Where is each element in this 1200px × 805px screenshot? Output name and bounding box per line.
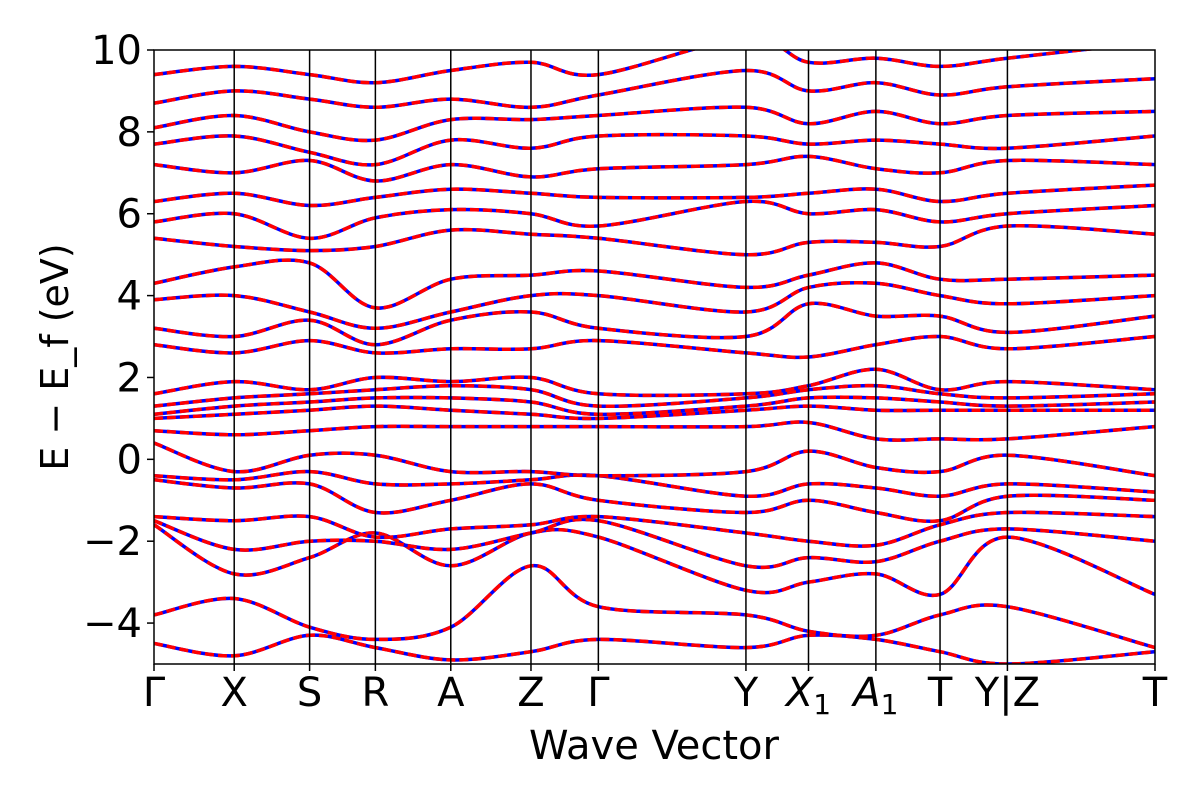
band-line-dashed bbox=[154, 383, 1155, 409]
x-axis: Γ X S R A Z Γ Y X1 A1 T Y|Z T bbox=[143, 664, 1168, 721]
band-line-dashed bbox=[154, 633, 1155, 664]
band-line-dashed bbox=[154, 367, 1155, 398]
band-line-dashed bbox=[154, 420, 1155, 442]
band-line-dashed bbox=[154, 404, 1155, 421]
band-line-dashed bbox=[154, 334, 1155, 360]
k-point-lines bbox=[233, 50, 1009, 664]
y-tick-label: 6 bbox=[117, 192, 142, 238]
x-tick-label: X1 bbox=[784, 670, 831, 721]
y-axis: −4 −2 0 2 4 6 8 10 bbox=[83, 28, 154, 647]
x-tick-label: T bbox=[1142, 670, 1168, 716]
band-line-dashed bbox=[154, 68, 1155, 110]
band-line-dashed bbox=[154, 395, 1155, 417]
band-line-dashed bbox=[154, 478, 1155, 524]
band-line-solid bbox=[154, 183, 1155, 208]
band-line-dashed bbox=[154, 183, 1155, 208]
band-line-solid bbox=[154, 68, 1155, 110]
band-line-dashed bbox=[154, 223, 1155, 257]
band-line-dashed bbox=[154, 258, 1155, 310]
band-line-dashed bbox=[154, 510, 1155, 548]
band-line-solid bbox=[154, 258, 1155, 310]
y-tick-label: −2 bbox=[83, 519, 142, 565]
x-tick-label: A1 bbox=[850, 670, 898, 721]
bands-layer bbox=[154, 50, 1155, 664]
x-axis-label: Wave Vector bbox=[529, 723, 780, 769]
x-tick-label: Γ bbox=[143, 670, 166, 716]
x-tick-label: Y|Z bbox=[974, 670, 1040, 716]
band-line-solid bbox=[154, 633, 1155, 664]
band-line-dashed bbox=[154, 154, 1155, 183]
x-tick-label: Γ bbox=[587, 670, 610, 716]
x-tick-label: T bbox=[927, 670, 953, 716]
plot-frame bbox=[153, 49, 1156, 665]
x-tick-label: A bbox=[437, 670, 465, 716]
x-tick-label: S bbox=[297, 670, 322, 716]
x-tick-label: Y bbox=[733, 670, 759, 716]
band-line-dashed bbox=[154, 50, 1097, 85]
band-line-dashed bbox=[154, 523, 1155, 598]
y-tick-label: 2 bbox=[117, 355, 142, 401]
y-tick-label: 10 bbox=[91, 28, 142, 74]
y-tick-label: 0 bbox=[117, 437, 142, 483]
x-tick-label: Z bbox=[517, 670, 544, 716]
y-tick-label: 4 bbox=[117, 274, 142, 320]
y-axis-label: E − E_f (eV) bbox=[33, 243, 77, 471]
band-line-dashed bbox=[154, 469, 1155, 498]
band-line-dashed bbox=[154, 280, 1155, 331]
x-tick-label: X bbox=[221, 670, 248, 716]
y-tick-label: −4 bbox=[83, 601, 142, 647]
y-tick-label: 8 bbox=[117, 110, 142, 156]
x-tick-label: R bbox=[361, 670, 389, 716]
